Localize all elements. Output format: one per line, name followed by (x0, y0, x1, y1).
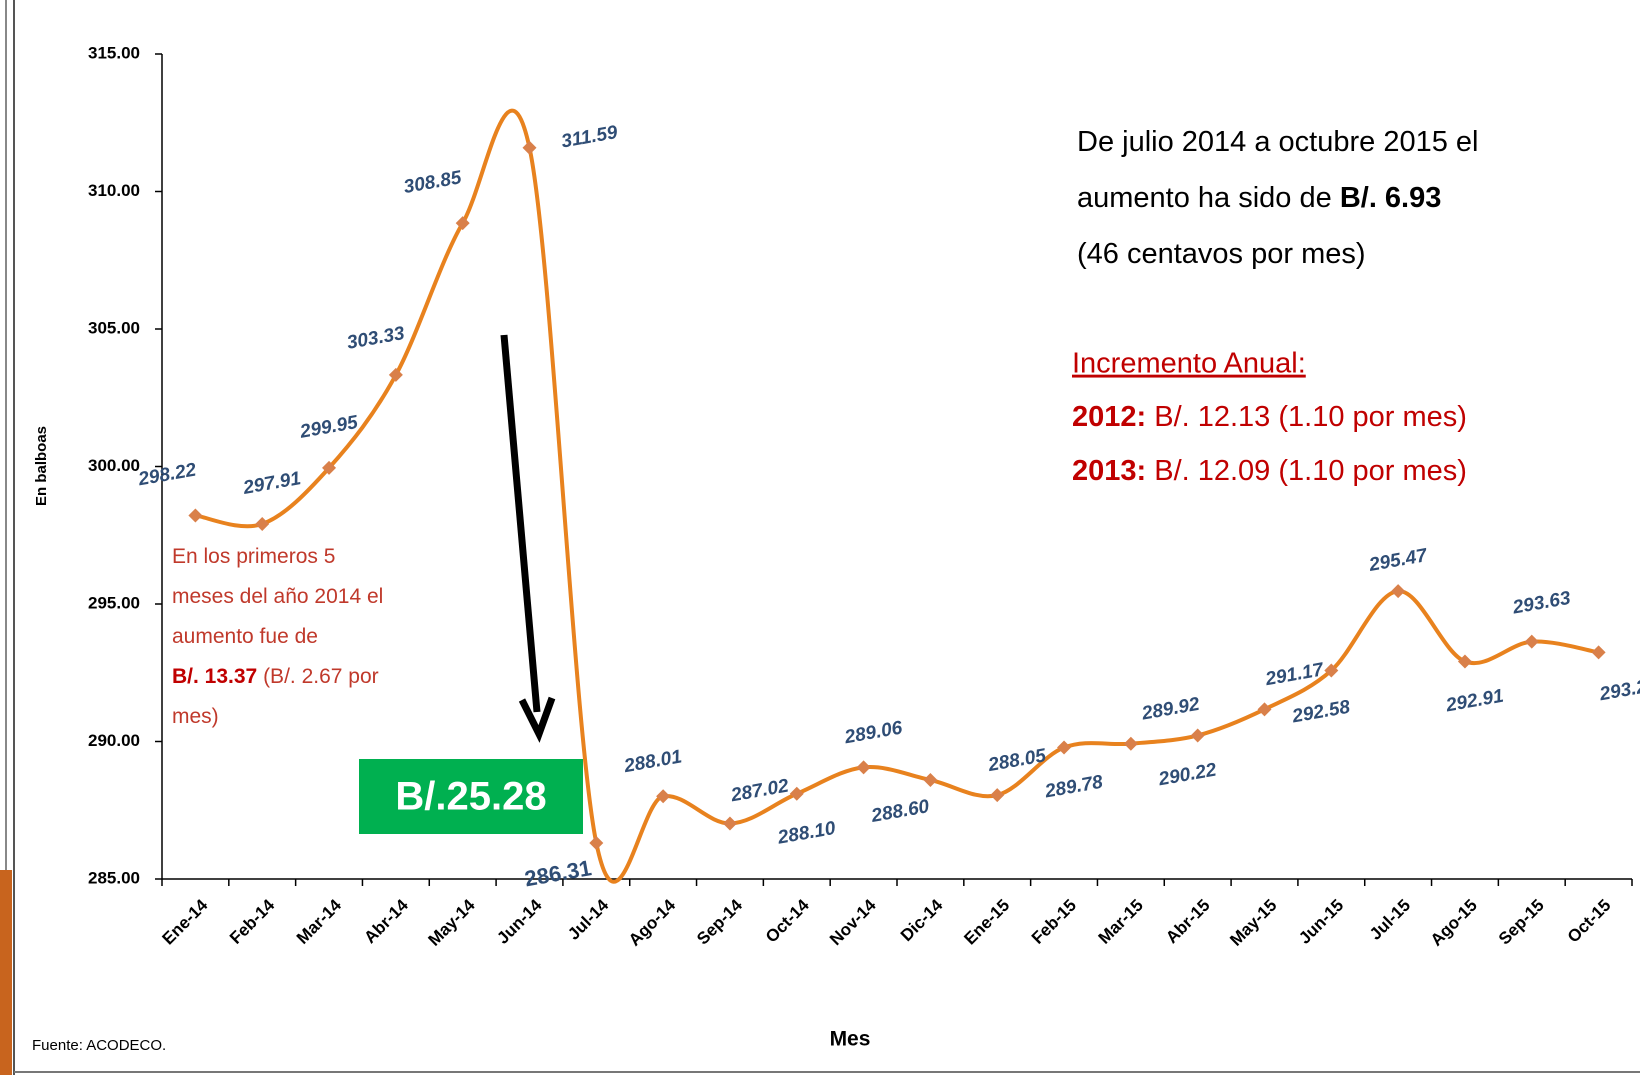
annotation-text: (B/. 2.67 por (257, 665, 378, 688)
y-tick-label: 290.00 (88, 731, 140, 750)
marker (388, 367, 403, 382)
marker (455, 216, 470, 231)
annotation-line: En los primeros 5 (172, 545, 335, 568)
y-tick-label: 310.00 (88, 181, 140, 200)
arrow-shaft (500, 334, 541, 713)
y-tick-label: 305.00 (88, 318, 140, 337)
annotation-text: mes) (172, 705, 219, 728)
frame-decoration (0, 870, 12, 1075)
marker (1190, 728, 1205, 743)
marker (923, 773, 938, 787)
x-axis-label: Mes (830, 1028, 871, 1051)
y-axis-label: En balboas (33, 426, 50, 506)
y-tick-label: 315.00 (88, 43, 140, 62)
annotation-text: meses del año 2014 el (172, 585, 383, 608)
annotation-text: B/. 12.09 (1.10 por mes) (1146, 455, 1467, 487)
marker (789, 786, 804, 801)
marker (255, 516, 270, 531)
y-tick-label: 300.00 (88, 456, 140, 475)
marker (322, 460, 337, 475)
annotation-text: aumento ha sido de (1077, 182, 1340, 214)
marker (589, 835, 604, 850)
annotations: De julio 2014 a octubre 2015 el aumento h… (172, 126, 1478, 728)
drop-box (359, 759, 583, 834)
marker (1057, 740, 1072, 755)
annotation-line: aumento fue de (172, 625, 318, 648)
y-tick-label: 295.00 (88, 593, 140, 612)
arrow-head (518, 696, 556, 743)
annotation-line: (46 centavos por mes) (1077, 238, 1366, 270)
marker (856, 760, 871, 775)
annotation-line: De julio 2014 a octubre 2015 el (1077, 126, 1478, 158)
annotation-text: 2012: (1072, 401, 1146, 433)
annotation-text: 2013: (1072, 455, 1146, 487)
marker (656, 789, 671, 804)
annotation-text: B/. 12.13 (1.10 por mes) (1146, 401, 1467, 433)
marker (1391, 584, 1406, 599)
annotation-line: 2013: B/. 12.09 (1.10 por mes) (1072, 455, 1467, 487)
source: Fuente: ACODECO. (32, 1037, 166, 1054)
marker (522, 140, 537, 155)
marker (1324, 663, 1339, 678)
annotation-text: aumento fue de (172, 625, 318, 648)
annotation-line: meses del año 2014 el (172, 585, 383, 608)
marker (1457, 654, 1472, 669)
annotation-line: mes) (172, 705, 219, 728)
annotation-text: De julio 2014 a octubre 2015 el (1077, 126, 1478, 158)
annotation-line: aumento ha sido de B/. 6.93 (1077, 182, 1441, 214)
annotation-line: B/. 13.37 (B/. 2.67 por (172, 665, 379, 688)
annotation-text: B/. 13.37 (172, 665, 257, 688)
annotation-text: (46 centavos por mes) (1077, 238, 1366, 270)
marker (1591, 645, 1606, 660)
annotation-text: En los primeros 5 (172, 545, 335, 568)
marker (990, 788, 1005, 803)
drop-label: B/.25.28 (395, 775, 546, 819)
marker (1257, 702, 1272, 717)
annotation-title: Incremento Anual: (1072, 348, 1306, 380)
marker (1123, 736, 1138, 751)
annotation-line: 2012: B/. 12.13 (1.10 por mes) (1072, 401, 1467, 433)
marker (1524, 634, 1539, 649)
annotation-text: B/. 6.93 (1340, 182, 1442, 214)
marker (188, 508, 203, 523)
y-tick-label: 285.00 (88, 868, 140, 887)
marker (722, 816, 737, 831)
